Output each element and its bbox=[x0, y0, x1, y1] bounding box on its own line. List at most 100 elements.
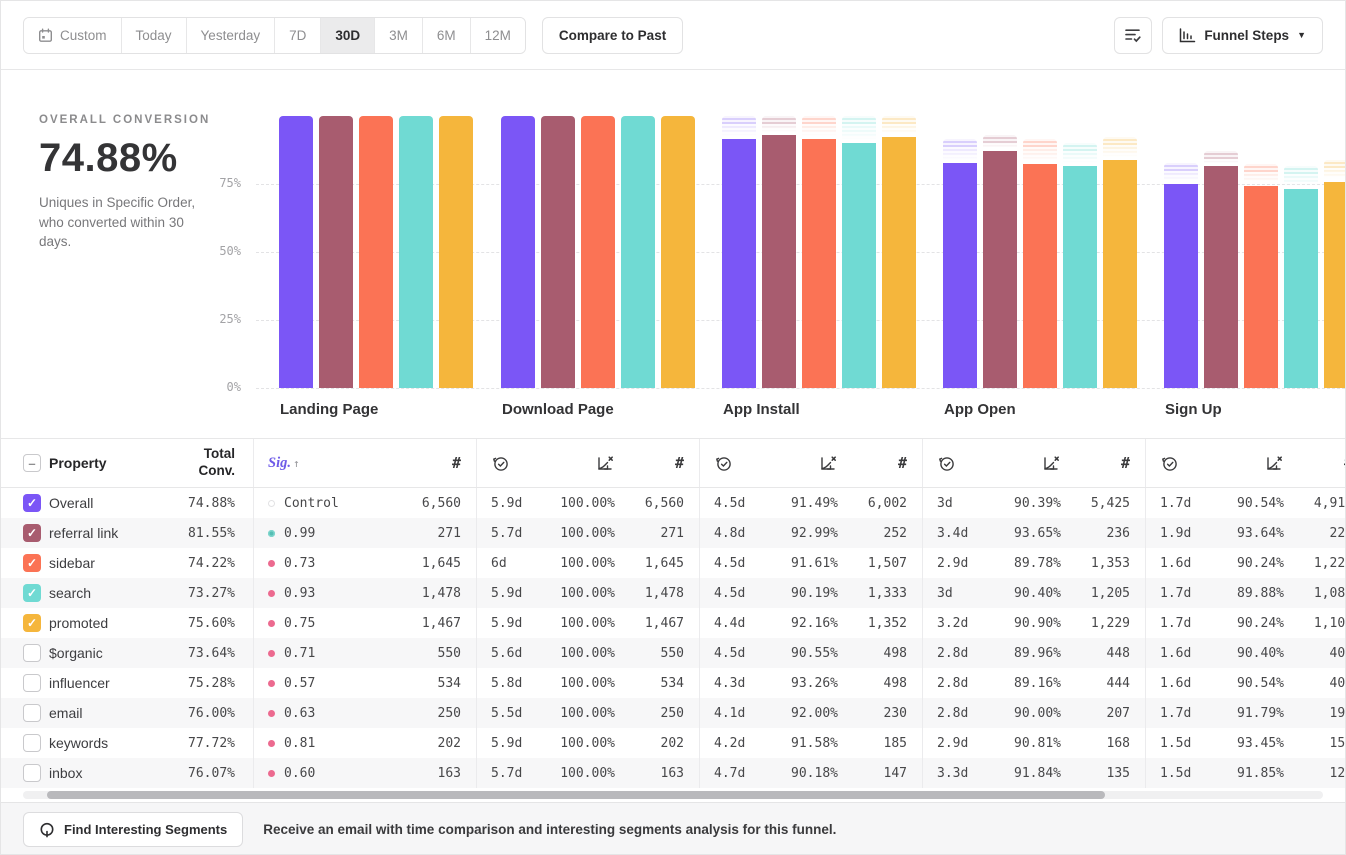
conversion-rate-column-header[interactable] bbox=[983, 455, 1061, 472]
bar-group-app-install bbox=[722, 116, 916, 388]
conversion-rate-value: 90.55% bbox=[791, 645, 838, 661]
summary-label: OVERALL CONVERSION bbox=[39, 114, 211, 126]
find-interesting-segments-button[interactable]: Find Interesting Segments bbox=[23, 812, 244, 847]
row-group-landing-page: 0.60 163 bbox=[253, 758, 476, 788]
total-conversion-value: 73.27% bbox=[188, 585, 235, 601]
step-count: 1,352 bbox=[867, 615, 907, 631]
date-range-custom[interactable]: Custom bbox=[24, 17, 122, 53]
row-checkbox[interactable]: ✓ bbox=[23, 554, 41, 572]
table-row-sidebar: ✓ sidebar 74.22% 0.73 1,645 6d 100.00% 1,645 4.5… bbox=[1, 548, 1345, 578]
compare-to-past-button[interactable]: Compare to Past bbox=[541, 16, 684, 54]
bar-sidebar[interactable] bbox=[581, 116, 615, 388]
bar-promoted[interactable] bbox=[882, 137, 916, 388]
row-checkbox[interactable] bbox=[23, 734, 41, 752]
count-column-header[interactable]: # bbox=[1284, 454, 1345, 472]
date-range-today[interactable]: Today bbox=[121, 17, 187, 53]
avg-time-column-header[interactable] bbox=[1146, 455, 1206, 472]
step-count: 135 bbox=[1106, 765, 1130, 781]
bar-promoted[interactable] bbox=[661, 116, 695, 388]
date-range-3m[interactable]: 3M bbox=[375, 17, 423, 53]
dropoff-ghost-cap bbox=[802, 116, 836, 136]
bar-search[interactable] bbox=[1284, 188, 1318, 388]
row-group-download-page: 6d 100.00% 1,645 bbox=[476, 548, 699, 578]
count-column-header[interactable]: # bbox=[674, 454, 684, 472]
conversion-rate-column-header[interactable] bbox=[537, 455, 615, 472]
bar-overall[interactable] bbox=[279, 116, 313, 388]
row-checkbox[interactable] bbox=[23, 674, 41, 692]
bar-referral-link[interactable] bbox=[762, 135, 796, 388]
row-checkbox[interactable] bbox=[23, 704, 41, 722]
row-checkbox[interactable]: ✓ bbox=[23, 524, 41, 542]
table-body: ✓ Overall 74.88% Control 6,560 5.9d 100.00% 6,5… bbox=[1, 488, 1345, 788]
date-range-label: 3M bbox=[389, 27, 408, 43]
date-range-7d[interactable]: 7D bbox=[275, 17, 322, 53]
bar-search[interactable] bbox=[1063, 166, 1097, 388]
bar-overall[interactable] bbox=[1164, 184, 1198, 388]
row-group-app-install: 4.8d 92.99% 252 bbox=[699, 518, 922, 548]
conversion-rate-value: 100.00% bbox=[560, 645, 615, 661]
step-count: 202 bbox=[437, 735, 461, 751]
sig-column-header[interactable]: Sig. ↑ bbox=[254, 455, 404, 472]
filter-list-check-button[interactable] bbox=[1114, 16, 1153, 54]
bar-promoted[interactable] bbox=[1103, 160, 1137, 388]
bar-overall[interactable] bbox=[943, 163, 977, 388]
avg-time-value: 4.1d bbox=[714, 705, 746, 721]
bar-sidebar[interactable] bbox=[1244, 186, 1278, 388]
row-group-app-open: 2.9d 89.78% 1,353 bbox=[922, 548, 1145, 578]
bar-search[interactable] bbox=[399, 116, 433, 388]
avg-time-column-header[interactable] bbox=[700, 455, 760, 472]
significance-dot bbox=[268, 499, 275, 507]
avg-time-value: 3.2d bbox=[937, 615, 969, 631]
row-group-sign-up: 1.5d 93.45% 157 bbox=[1145, 728, 1345, 758]
row-group-sign-up: 1.6d 90.54% 402 bbox=[1145, 668, 1346, 698]
row-group-sign-up: 1.7d 91.79% 190 bbox=[1145, 698, 1345, 728]
date-range-12m[interactable]: 12M bbox=[470, 17, 525, 53]
bar-referral-link[interactable] bbox=[319, 116, 353, 388]
select-all-checkbox[interactable]: – bbox=[23, 454, 41, 472]
count-column-header[interactable]: # bbox=[897, 454, 907, 472]
scrollbar-thumb[interactable] bbox=[47, 791, 1105, 799]
bar-promoted[interactable] bbox=[439, 116, 473, 388]
significance-dot bbox=[268, 529, 275, 537]
total-conversion-column-header[interactable]: Total Conv. bbox=[198, 446, 236, 478]
conversion-rate-value: 100.00% bbox=[560, 525, 615, 541]
dropoff-ghost-cap bbox=[1023, 138, 1057, 162]
count-column-header[interactable]: # bbox=[1120, 454, 1130, 472]
significance-value: 0.75 bbox=[254, 616, 404, 631]
date-range-yesterday[interactable]: Yesterday bbox=[186, 17, 276, 53]
row-checkbox[interactable] bbox=[23, 644, 41, 662]
avg-time-column-header[interactable] bbox=[477, 455, 537, 472]
bar-search[interactable] bbox=[621, 116, 655, 388]
bar-overall[interactable] bbox=[722, 139, 756, 388]
step-count: 1,645 bbox=[421, 555, 461, 571]
row-checkbox[interactable]: ✓ bbox=[23, 494, 41, 512]
chart-type-dropdown[interactable]: Funnel Steps ▼ bbox=[1162, 16, 1323, 54]
bar-promoted[interactable] bbox=[1324, 182, 1345, 388]
date-range-6m[interactable]: 6M bbox=[422, 17, 471, 53]
conversion-rate-column-header[interactable] bbox=[760, 455, 838, 472]
row-group-app-open: 2.9d 90.81% 168 bbox=[922, 728, 1145, 758]
row-checkbox[interactable]: ✓ bbox=[23, 614, 41, 632]
bar-referral-link[interactable] bbox=[1204, 166, 1238, 388]
row-checkbox[interactable] bbox=[23, 764, 41, 782]
count-column-header[interactable]: # bbox=[451, 454, 461, 472]
bar-sidebar[interactable] bbox=[802, 138, 836, 388]
property-column-header[interactable]: Property bbox=[49, 455, 107, 471]
bar-referral-link[interactable] bbox=[541, 116, 575, 388]
avg-time-column-header[interactable] bbox=[923, 455, 983, 472]
conversion-rate-column-header[interactable] bbox=[1206, 455, 1284, 472]
bar-sidebar[interactable] bbox=[1023, 164, 1057, 388]
bar-sidebar[interactable] bbox=[359, 116, 393, 388]
bar-referral-link[interactable] bbox=[983, 151, 1017, 388]
bar-overall[interactable] bbox=[501, 116, 535, 388]
date-range-30d[interactable]: 30D bbox=[321, 17, 376, 53]
avg-time-icon bbox=[937, 455, 983, 472]
segments-circle-icon bbox=[39, 822, 55, 838]
conversion-rate-value: 90.24% bbox=[1237, 615, 1284, 631]
property-name: search bbox=[49, 585, 92, 601]
step-count: 402 bbox=[1329, 675, 1346, 691]
row-checkbox[interactable]: ✓ bbox=[23, 584, 41, 602]
calendar-icon bbox=[38, 28, 53, 43]
bar-search[interactable] bbox=[842, 142, 876, 388]
